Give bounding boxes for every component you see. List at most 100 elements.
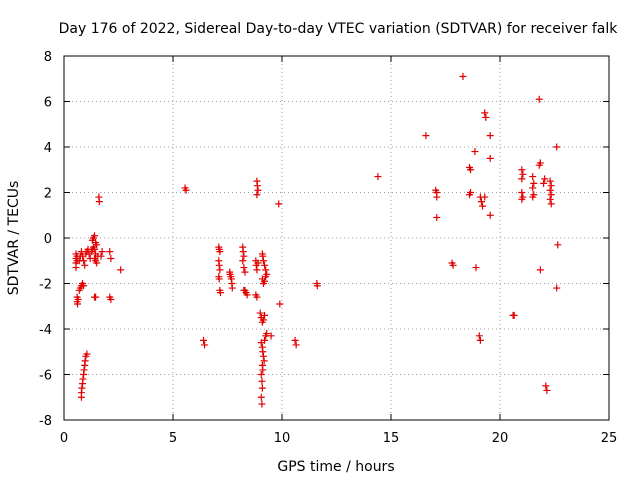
data-point-marker [216,248,224,256]
data-point-marker [433,189,441,196]
data-point-marker [546,195,554,203]
data-point-marker [262,266,270,274]
data-point-marker [74,300,82,308]
data-point-marker [540,179,548,187]
data-point-marker [553,143,561,151]
data-point-marker [215,261,223,269]
data-points [72,72,562,408]
data-point-marker [313,282,321,290]
data-point-marker [259,348,267,356]
data-point-marker [256,309,264,317]
data-point-marker [291,336,299,344]
data-point-marker [243,291,251,299]
y-tick-label: -2 [39,278,52,293]
data-point-marker [79,375,87,383]
data-point-marker [253,182,261,190]
data-point-marker [93,259,101,267]
data-point-marker [259,352,267,360]
data-point-marker [240,264,248,272]
grid-lines [64,56,609,420]
data-point-marker [471,148,479,156]
data-point-marker [200,336,208,344]
data-point-marker [106,248,114,256]
data-point-marker [241,268,249,276]
data-point-marker [486,211,494,219]
data-point-marker [263,330,271,338]
data-point-marker [254,259,262,267]
data-point-marker [259,366,267,374]
data-point-marker [253,191,261,199]
data-point-marker [95,198,103,206]
data-point-marker [258,400,266,408]
data-point-marker [80,257,88,265]
x-tick-label: 25 [601,431,618,446]
data-point-marker [476,336,484,344]
data-point-marker [529,173,537,181]
x-tick-label: 0 [60,431,68,446]
data-point-marker [529,193,537,201]
data-point-marker [518,195,526,203]
data-point-marker [240,286,248,294]
data-point-marker [554,241,562,249]
data-point-marker [215,275,223,283]
data-point-marker [261,261,269,269]
axis-ticks [63,55,610,421]
data-point-marker [72,264,80,272]
data-point-marker [510,311,518,319]
data-point-marker [475,332,483,340]
data-point-marker [240,252,248,260]
data-point-marker [547,191,555,199]
x-axis-label: GPS time / hours [277,459,394,475]
data-point-marker [481,109,489,117]
y-tick-label: 8 [44,50,52,65]
data-point-marker [459,72,467,80]
data-point-marker [253,293,261,301]
data-point-marker [275,200,283,208]
data-point-marker [107,254,115,262]
data-point-marker [228,284,236,292]
data-point-marker [472,264,480,272]
data-point-marker [262,273,270,281]
data-point-marker [201,341,209,349]
data-point-marker [261,336,269,344]
data-point-marker [261,277,269,285]
data-point-marker [80,366,88,374]
data-point-marker [259,257,267,265]
data-point-marker [543,386,551,394]
data-point-marker [518,166,526,174]
x-tick-label: 10 [274,431,291,446]
data-point-marker [260,357,268,365]
data-point-marker [529,184,537,192]
data-point-marker [553,284,561,292]
data-point-marker [91,245,99,253]
data-point-marker [542,382,550,390]
data-point-marker [253,266,261,274]
data-point-marker [239,257,247,265]
data-point-marker [78,384,86,392]
y-tick-label: -8 [39,414,52,429]
data-point-marker [258,384,266,392]
data-point-marker [117,266,125,274]
data-point-marker [481,193,489,201]
data-point-marker [518,175,526,183]
data-point-marker [267,332,275,340]
data-point-marker [227,275,235,283]
data-point-marker [98,248,106,256]
x-tick-label: 20 [492,431,509,446]
data-point-marker [93,241,101,249]
data-point-marker [467,189,475,196]
data-point-marker [530,179,538,187]
data-point-marker [535,95,543,103]
y-tick-label: 0 [44,232,52,247]
data-point-marker [261,311,269,319]
data-point-marker [257,393,265,401]
data-point-marker [486,132,494,140]
y-tick-label: 4 [44,141,52,156]
x-tick-label: 5 [169,431,177,446]
data-point-marker [74,295,82,303]
y-tick-label: 6 [44,96,52,111]
data-point-marker [374,173,382,181]
data-point-marker [254,186,262,194]
data-point-marker [292,341,300,349]
